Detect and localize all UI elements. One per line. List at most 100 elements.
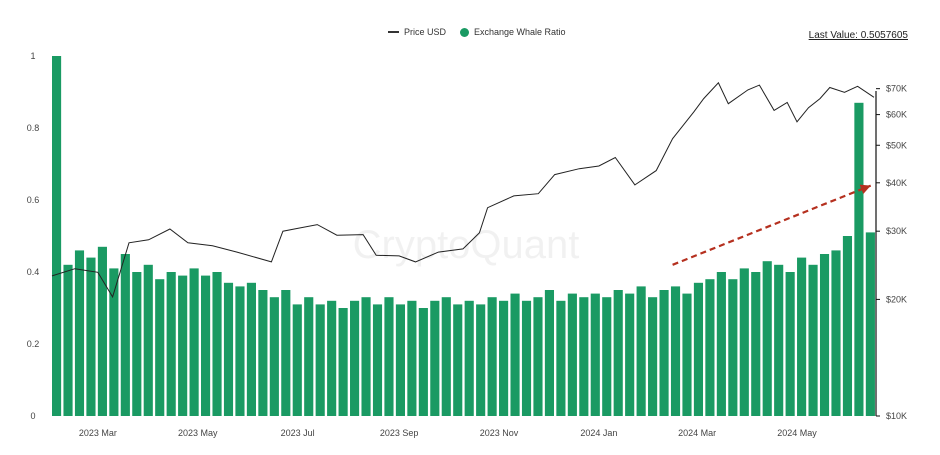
ratio-bar-10 bbox=[166, 272, 176, 416]
legend-price-label: Price USD bbox=[404, 27, 447, 37]
x-tick-0: 2023 Mar bbox=[79, 428, 117, 438]
ratio-bar-64 bbox=[785, 272, 795, 416]
line-swatch-icon bbox=[388, 31, 399, 33]
ratio-bar-7 bbox=[132, 272, 142, 416]
ratio-bar-36 bbox=[464, 300, 474, 416]
right-tick-2: $30K bbox=[886, 226, 907, 236]
left-tick-1: 0.2 bbox=[27, 339, 40, 349]
ratio-bar-26 bbox=[350, 300, 360, 416]
ratio-bar-9 bbox=[155, 279, 165, 416]
legend-item-ratio[interactable]: Exchange Whale Ratio bbox=[460, 27, 566, 37]
ratio-bar-22 bbox=[304, 297, 314, 416]
ratio-bar-30 bbox=[395, 304, 405, 416]
chart-legend: Price USD Exchange Whale Ratio bbox=[388, 27, 566, 37]
ratio-bar-4 bbox=[97, 246, 107, 416]
x-axis: 2023 Mar 2023 May 2023 Jul 2023 Sep 2023 Nov… bbox=[79, 428, 817, 438]
legend-ratio-label: Exchange Whale Ratio bbox=[474, 27, 566, 37]
ratio-bar-49 bbox=[613, 290, 623, 416]
x-tick-3: 2023 Sep bbox=[380, 428, 419, 438]
trend-arrow-line bbox=[672, 184, 872, 266]
ratio-bar-20 bbox=[281, 290, 291, 416]
ratio-bar-24 bbox=[327, 300, 337, 416]
last-value-label: Last Value: bbox=[808, 30, 858, 41]
left-tick-5: 1 bbox=[30, 51, 35, 61]
x-tick-4: 2023 Nov bbox=[480, 428, 519, 438]
price-line bbox=[51, 81, 875, 299]
ratio-bar-56 bbox=[693, 282, 704, 416]
left-tick-0: 0 bbox=[30, 411, 35, 421]
ratio-bar-66 bbox=[808, 264, 818, 416]
ratio-bar-42 bbox=[533, 297, 543, 416]
x-tick-6: 2024 Mar bbox=[678, 428, 716, 438]
last-value-number: 0.5057605 bbox=[860, 30, 908, 41]
ratio-bar-8 bbox=[143, 264, 153, 416]
ratio-bar-34 bbox=[441, 297, 451, 416]
ratio-bar-63 bbox=[774, 264, 784, 416]
ratio-bar-71 bbox=[865, 232, 875, 416]
ratio-bar-44 bbox=[556, 300, 566, 416]
ratio-bar-55 bbox=[682, 293, 692, 416]
ratio-bar-67 bbox=[819, 254, 830, 416]
ratio-bar-41 bbox=[521, 300, 532, 416]
ratio-bar-2 bbox=[74, 250, 85, 416]
ratio-bar-65 bbox=[797, 257, 807, 416]
ratio-bar-38 bbox=[487, 297, 497, 416]
bar-series bbox=[52, 56, 875, 417]
ratio-bar-48 bbox=[602, 297, 612, 416]
ratio-bar-16 bbox=[235, 286, 245, 416]
ratio-bar-17 bbox=[246, 282, 256, 416]
ratio-bar-6 bbox=[120, 254, 130, 416]
ratio-bar-12 bbox=[189, 268, 199, 416]
ratio-bar-28 bbox=[372, 304, 383, 416]
ratio-bar-25 bbox=[338, 308, 348, 416]
ratio-bar-70 bbox=[854, 102, 864, 417]
right-tick-1: $20K bbox=[886, 294, 907, 304]
x-tick-2: 2023 Jul bbox=[281, 428, 315, 438]
ratio-bar-37 bbox=[476, 304, 486, 416]
ratio-bar-15 bbox=[223, 282, 234, 416]
ratio-bar-29 bbox=[384, 297, 394, 416]
ratio-bar-5 bbox=[109, 268, 119, 416]
ratio-bar-69 bbox=[842, 236, 853, 416]
ratio-bar-35 bbox=[453, 304, 463, 416]
ratio-bar-51 bbox=[636, 286, 646, 416]
left-tick-2: 0.4 bbox=[27, 267, 40, 277]
right-axis: $10K $20K $30K $40K $50K $60K $70K bbox=[875, 84, 907, 421]
ratio-bar-58 bbox=[716, 272, 726, 416]
ratio-bar-19 bbox=[269, 297, 279, 416]
right-tick-0: $10K bbox=[886, 411, 907, 421]
x-tick-7: 2024 May bbox=[777, 428, 817, 438]
ratio-bar-57 bbox=[705, 279, 715, 416]
trend-arrow bbox=[672, 184, 872, 266]
ratio-bar-11 bbox=[178, 275, 188, 416]
ratio-bar-68 bbox=[831, 250, 841, 416]
trend-arrow-head bbox=[859, 184, 871, 194]
ratio-bar-14 bbox=[212, 272, 222, 416]
ratio-bar-54 bbox=[670, 286, 681, 416]
ratio-bar-45 bbox=[567, 293, 577, 416]
ratio-bar-47 bbox=[590, 293, 600, 416]
ratio-bar-52 bbox=[648, 297, 658, 416]
ratio-bar-3 bbox=[86, 257, 96, 416]
ratio-bar-1 bbox=[63, 264, 73, 416]
ratio-bar-39 bbox=[499, 300, 509, 416]
right-tick-3: $40K bbox=[886, 178, 907, 188]
legend-item-price[interactable]: Price USD bbox=[388, 27, 446, 37]
ratio-bar-43 bbox=[544, 290, 555, 416]
ratio-bar-62 bbox=[762, 261, 772, 416]
right-tick-5: $60K bbox=[886, 110, 907, 120]
ratio-bar-31 bbox=[407, 300, 417, 416]
watermark: CryptoQuant bbox=[353, 223, 580, 267]
ratio-bar-46 bbox=[579, 297, 589, 416]
left-tick-3: 0.6 bbox=[27, 195, 40, 205]
ratio-bar-40 bbox=[510, 293, 520, 416]
left-axis: 0 0.2 0.4 0.6 0.8 1 bbox=[27, 51, 40, 421]
ratio-bar-60 bbox=[739, 268, 749, 416]
ratio-bar-21 bbox=[292, 304, 302, 416]
dot-swatch-icon bbox=[460, 27, 470, 37]
ratio-bar-59 bbox=[728, 279, 738, 416]
ratio-bar-13 bbox=[201, 275, 211, 416]
x-tick-5: 2024 Jan bbox=[580, 428, 617, 438]
ratio-bar-33 bbox=[430, 300, 440, 416]
